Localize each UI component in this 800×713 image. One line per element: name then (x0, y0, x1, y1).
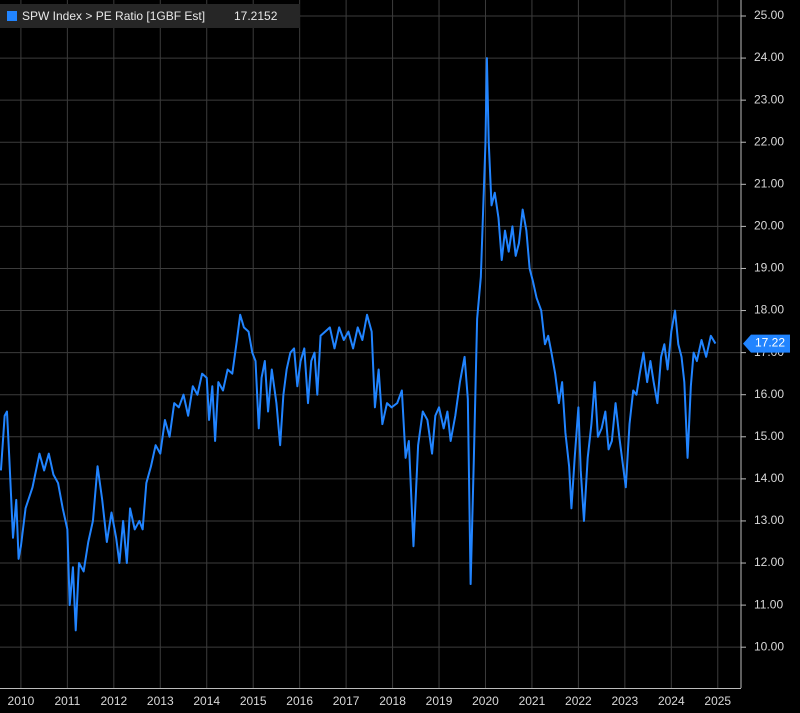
last-value-marker (743, 334, 790, 353)
y-tick-label: 15.00 (754, 429, 784, 443)
legend-label: SPW Index > PE Ratio [1GBF Est] (22, 9, 205, 23)
last-value-tag: 17.22 (743, 334, 790, 353)
plot (0, 57, 717, 632)
y-tick-label: 25.00 (754, 8, 784, 22)
grid (0, 0, 741, 688)
series-line (0, 57, 717, 632)
x-tick-label: 2025 (704, 694, 731, 708)
x-tick-label: 2014 (193, 694, 220, 708)
x-tick-label: 2024 (658, 694, 685, 708)
y-tick-label: 24.00 (754, 50, 784, 64)
y-tick-label: 16.00 (754, 387, 784, 401)
legend-box (0, 4, 300, 28)
x-tick-label: 2010 (8, 694, 35, 708)
x-tick-label: 2013 (147, 694, 174, 708)
x-tick-label: 2022 (565, 694, 592, 708)
y-tick-label: 10.00 (754, 639, 784, 653)
y-tick-label: 21.00 (754, 176, 784, 190)
x-tick-label: 2021 (519, 694, 546, 708)
x-tick-label: 2019 (426, 694, 453, 708)
x-tick-label: 2012 (100, 694, 127, 708)
x-tick-label: 2011 (54, 694, 80, 708)
legend: SPW Index > PE Ratio [1GBF Est] 17.2152 (0, 4, 300, 28)
y-tick-label: 11.00 (754, 597, 783, 611)
y-tick-label: 12.00 (754, 555, 784, 569)
axes: 10.0011.0012.0013.0014.0015.0016.0017.00… (8, 8, 785, 708)
y-tick-label: 14.00 (754, 471, 784, 485)
y-tick-label: 18.00 (754, 303, 784, 317)
x-tick-label: 2023 (612, 694, 639, 708)
y-tick-label: 22.00 (754, 134, 784, 148)
legend-value: 17.2152 (234, 9, 278, 23)
x-tick-label: 2020 (472, 694, 499, 708)
legend-swatch (7, 11, 17, 21)
y-tick-label: 23.00 (754, 92, 784, 106)
x-tick-label: 2017 (333, 694, 360, 708)
y-tick-label: 19.00 (754, 261, 784, 275)
x-tick-label: 2018 (379, 694, 406, 708)
y-tick-label: 13.00 (754, 513, 784, 527)
last-value-label: 17.22 (755, 336, 785, 350)
y-tick-label: 20.00 (754, 219, 784, 233)
x-tick-label: 2015 (240, 694, 267, 708)
x-tick-label: 2016 (286, 694, 313, 708)
